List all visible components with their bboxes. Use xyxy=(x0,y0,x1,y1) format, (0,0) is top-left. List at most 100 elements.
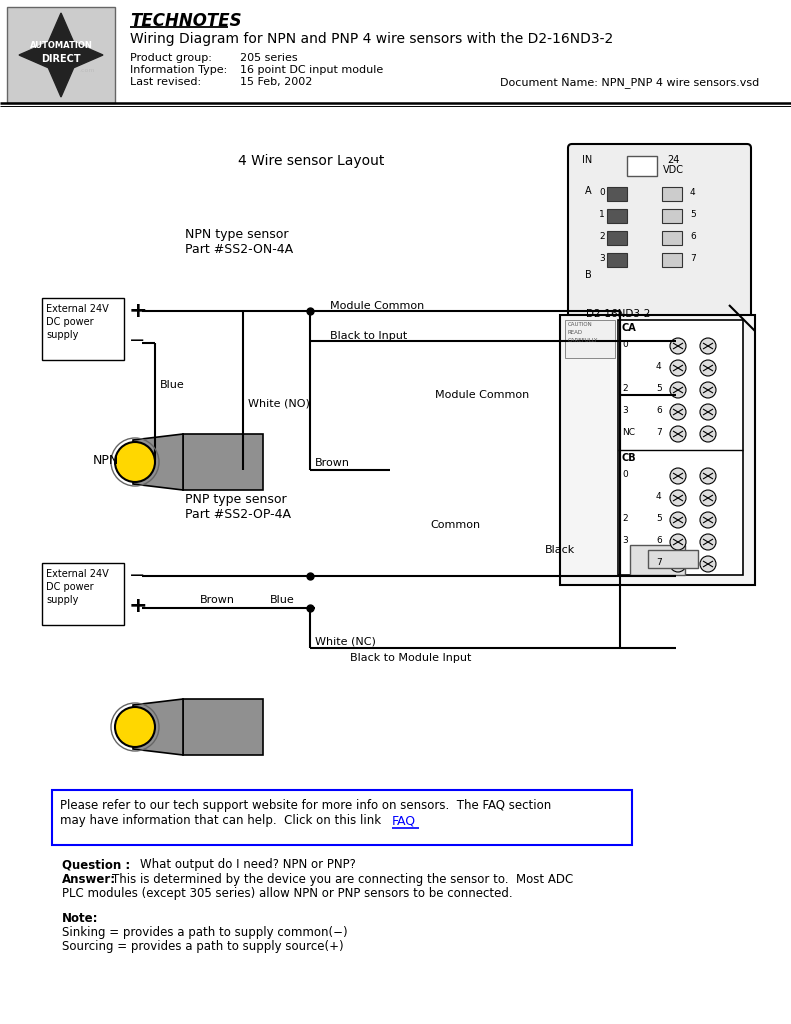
Text: 0: 0 xyxy=(622,470,628,479)
Circle shape xyxy=(700,382,716,398)
Circle shape xyxy=(700,534,716,550)
Bar xyxy=(648,550,698,568)
Text: .com: .com xyxy=(79,69,95,74)
Text: Please refer to our tech support website for more info on sensors.  The FAQ sect: Please refer to our tech support website… xyxy=(60,799,551,812)
Bar xyxy=(607,253,627,267)
Text: Sinking = provides a path to supply common(−): Sinking = provides a path to supply comm… xyxy=(62,926,347,939)
Bar xyxy=(662,209,682,223)
Bar xyxy=(662,187,682,201)
Text: −: − xyxy=(129,331,146,350)
Text: Module Common: Module Common xyxy=(330,301,424,311)
Text: Blue: Blue xyxy=(270,595,295,605)
Text: may have information that can help.  Click on this link: may have information that can help. Clic… xyxy=(60,814,381,827)
Text: White (NC): White (NC) xyxy=(315,636,376,646)
Circle shape xyxy=(670,512,686,528)
Text: CA: CA xyxy=(622,323,637,333)
Polygon shape xyxy=(19,13,103,97)
Circle shape xyxy=(700,512,716,528)
Text: Common: Common xyxy=(430,520,480,530)
Circle shape xyxy=(670,556,686,572)
Circle shape xyxy=(700,404,716,420)
Circle shape xyxy=(700,360,716,376)
Text: DIRECT: DIRECT xyxy=(41,54,81,63)
Text: CB: CB xyxy=(622,453,637,463)
Text: −: − xyxy=(129,566,146,585)
Bar xyxy=(565,319,615,358)
Text: External 24V: External 24V xyxy=(46,569,108,579)
Text: 15 Feb, 2002: 15 Feb, 2002 xyxy=(240,77,312,87)
Text: D2-16ND3-2: D2-16ND3-2 xyxy=(586,309,650,319)
Bar xyxy=(7,7,115,103)
Text: 7: 7 xyxy=(656,428,662,437)
Text: 6: 6 xyxy=(690,232,696,241)
Circle shape xyxy=(670,404,686,420)
Text: DC power: DC power xyxy=(46,317,93,327)
Text: 3: 3 xyxy=(622,536,628,545)
Text: 5: 5 xyxy=(656,514,662,523)
Text: 205 series: 205 series xyxy=(240,53,297,63)
Text: NPN type sensor: NPN type sensor xyxy=(185,228,289,241)
Bar xyxy=(607,231,627,245)
Circle shape xyxy=(700,556,716,572)
Bar xyxy=(630,545,685,575)
Text: 2: 2 xyxy=(622,514,627,523)
Circle shape xyxy=(700,426,716,442)
Text: +: + xyxy=(129,596,148,616)
Text: IN: IN xyxy=(582,155,592,165)
Text: Brown: Brown xyxy=(200,595,235,605)
Bar xyxy=(42,298,124,360)
Text: Blue: Blue xyxy=(160,380,185,390)
Text: Answer:: Answer: xyxy=(62,873,116,886)
Text: Document Name: NPN_PNP 4 wire sensors.vsd: Document Name: NPN_PNP 4 wire sensors.vs… xyxy=(500,77,759,88)
Polygon shape xyxy=(133,434,183,490)
Text: 5: 5 xyxy=(656,384,662,393)
Bar xyxy=(183,434,263,490)
Text: 3: 3 xyxy=(599,254,605,263)
Text: Sourcing = provides a path to supply source(+): Sourcing = provides a path to supply sou… xyxy=(62,940,343,953)
Text: FAQ: FAQ xyxy=(392,814,416,827)
Bar xyxy=(662,253,682,267)
Circle shape xyxy=(670,382,686,398)
Circle shape xyxy=(670,534,686,550)
Circle shape xyxy=(670,338,686,354)
Text: Black to Module Input: Black to Module Input xyxy=(350,653,471,663)
Circle shape xyxy=(670,426,686,442)
Text: 5: 5 xyxy=(690,210,696,219)
Text: White (NO): White (NO) xyxy=(248,398,310,408)
Text: 6: 6 xyxy=(656,406,662,415)
Text: PNP type sensor: PNP type sensor xyxy=(185,493,286,506)
Bar xyxy=(627,156,657,176)
Text: DC power: DC power xyxy=(46,582,93,592)
Text: PLC modules (except 305 series) allow NPN or PNP sensors to be connected.: PLC modules (except 305 series) allow NP… xyxy=(62,887,513,900)
Text: NC: NC xyxy=(622,428,635,437)
Text: Module Common: Module Common xyxy=(435,390,529,400)
Text: TECHNOTES: TECHNOTES xyxy=(130,12,241,30)
Text: 4: 4 xyxy=(656,492,661,501)
Text: +: + xyxy=(129,301,148,321)
Text: 7: 7 xyxy=(690,254,696,263)
Bar xyxy=(42,563,124,625)
Text: Black to Input: Black to Input xyxy=(330,331,407,341)
Text: READ: READ xyxy=(568,330,583,335)
Bar xyxy=(607,187,627,201)
Text: 4: 4 xyxy=(690,188,695,197)
Text: Brown: Brown xyxy=(315,458,350,468)
Text: 4: 4 xyxy=(656,362,661,371)
Text: AUTOMATION: AUTOMATION xyxy=(29,42,93,50)
Text: 1: 1 xyxy=(599,210,605,219)
Text: A: A xyxy=(585,186,592,196)
Text: CAUTION: CAUTION xyxy=(568,322,592,327)
Text: Note:: Note: xyxy=(62,912,99,925)
Bar xyxy=(183,699,263,755)
Text: Wiring Diagram for NPN and PNP 4 wire sensors with the D2-16ND3-2: Wiring Diagram for NPN and PNP 4 wire se… xyxy=(130,32,613,46)
Text: B: B xyxy=(585,270,592,280)
Bar xyxy=(52,790,632,845)
Text: 6: 6 xyxy=(656,536,662,545)
Text: What output do I need? NPN or PNP?: What output do I need? NPN or PNP? xyxy=(140,858,356,871)
Bar xyxy=(560,315,755,585)
Text: CAREFULLY: CAREFULLY xyxy=(568,338,598,343)
FancyBboxPatch shape xyxy=(568,144,751,327)
Text: Question :: Question : xyxy=(62,858,131,871)
Text: 7: 7 xyxy=(656,558,662,567)
Circle shape xyxy=(670,360,686,376)
